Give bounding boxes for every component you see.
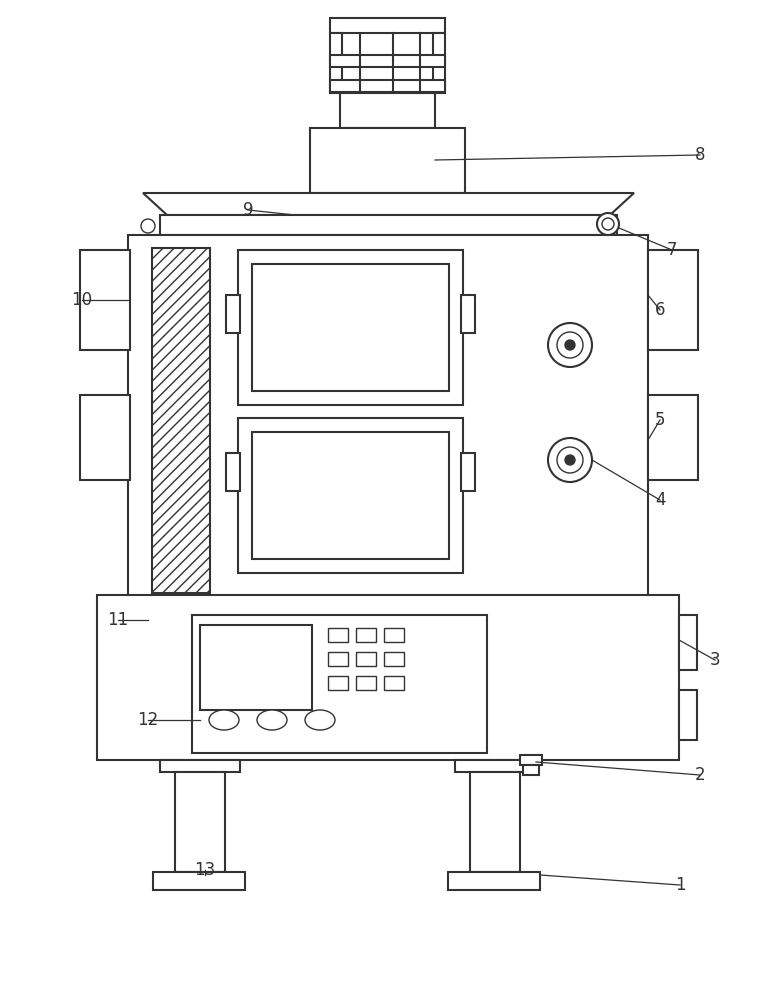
Bar	[461, 295, 475, 333]
Bar	[679, 615, 697, 670]
Circle shape	[602, 218, 614, 230]
Bar	[152, 248, 210, 593]
Bar	[226, 453, 240, 491]
Bar	[384, 628, 404, 642]
Bar	[648, 395, 698, 480]
Bar	[448, 872, 540, 890]
Bar	[192, 615, 487, 753]
Circle shape	[597, 213, 619, 235]
Text: 5: 5	[655, 411, 665, 429]
Text: 8: 8	[695, 146, 705, 164]
Bar	[356, 628, 376, 642]
Bar	[356, 676, 376, 690]
Text: 2: 2	[695, 766, 705, 784]
Bar	[160, 215, 617, 235]
Text: 13: 13	[194, 861, 216, 879]
Text: 3: 3	[710, 651, 720, 669]
Text: 7: 7	[667, 241, 677, 259]
Bar	[384, 652, 404, 666]
Text: 6: 6	[655, 301, 665, 319]
Bar	[330, 55, 445, 67]
Bar	[238, 418, 463, 573]
Circle shape	[548, 323, 592, 367]
Bar	[310, 128, 465, 193]
Circle shape	[141, 219, 155, 233]
Bar	[252, 432, 449, 559]
Bar	[330, 80, 445, 92]
Bar	[80, 250, 130, 350]
Ellipse shape	[257, 710, 287, 730]
Bar	[328, 652, 348, 666]
Bar	[470, 772, 520, 872]
Text: 10: 10	[71, 291, 92, 309]
Bar	[153, 872, 245, 890]
Bar	[160, 760, 240, 772]
Polygon shape	[143, 193, 634, 215]
Bar	[80, 395, 130, 480]
Bar	[175, 772, 225, 872]
Circle shape	[557, 332, 583, 358]
Bar	[455, 760, 535, 772]
Bar	[328, 628, 348, 642]
Bar	[328, 676, 348, 690]
Ellipse shape	[305, 710, 335, 730]
Bar	[384, 676, 404, 690]
Bar	[520, 755, 542, 765]
Bar	[648, 250, 698, 350]
Text: 4: 4	[655, 491, 665, 509]
Bar	[226, 295, 240, 333]
Text: 9: 9	[243, 201, 253, 219]
Bar	[128, 235, 648, 600]
Bar	[330, 18, 445, 33]
Bar	[330, 33, 342, 93]
Circle shape	[565, 455, 575, 465]
Circle shape	[565, 340, 575, 350]
Circle shape	[557, 447, 583, 473]
Bar	[97, 595, 679, 760]
Ellipse shape	[209, 710, 239, 730]
Bar	[200, 625, 312, 710]
Text: 1: 1	[674, 876, 685, 894]
Text: 12: 12	[137, 711, 158, 729]
Bar	[238, 250, 463, 405]
Bar	[433, 33, 445, 93]
Bar	[523, 765, 539, 775]
Text: 11: 11	[107, 611, 129, 629]
Circle shape	[548, 438, 592, 482]
Bar	[356, 652, 376, 666]
Bar	[679, 690, 697, 740]
Bar	[252, 264, 449, 391]
Bar	[461, 453, 475, 491]
Bar	[340, 93, 435, 128]
